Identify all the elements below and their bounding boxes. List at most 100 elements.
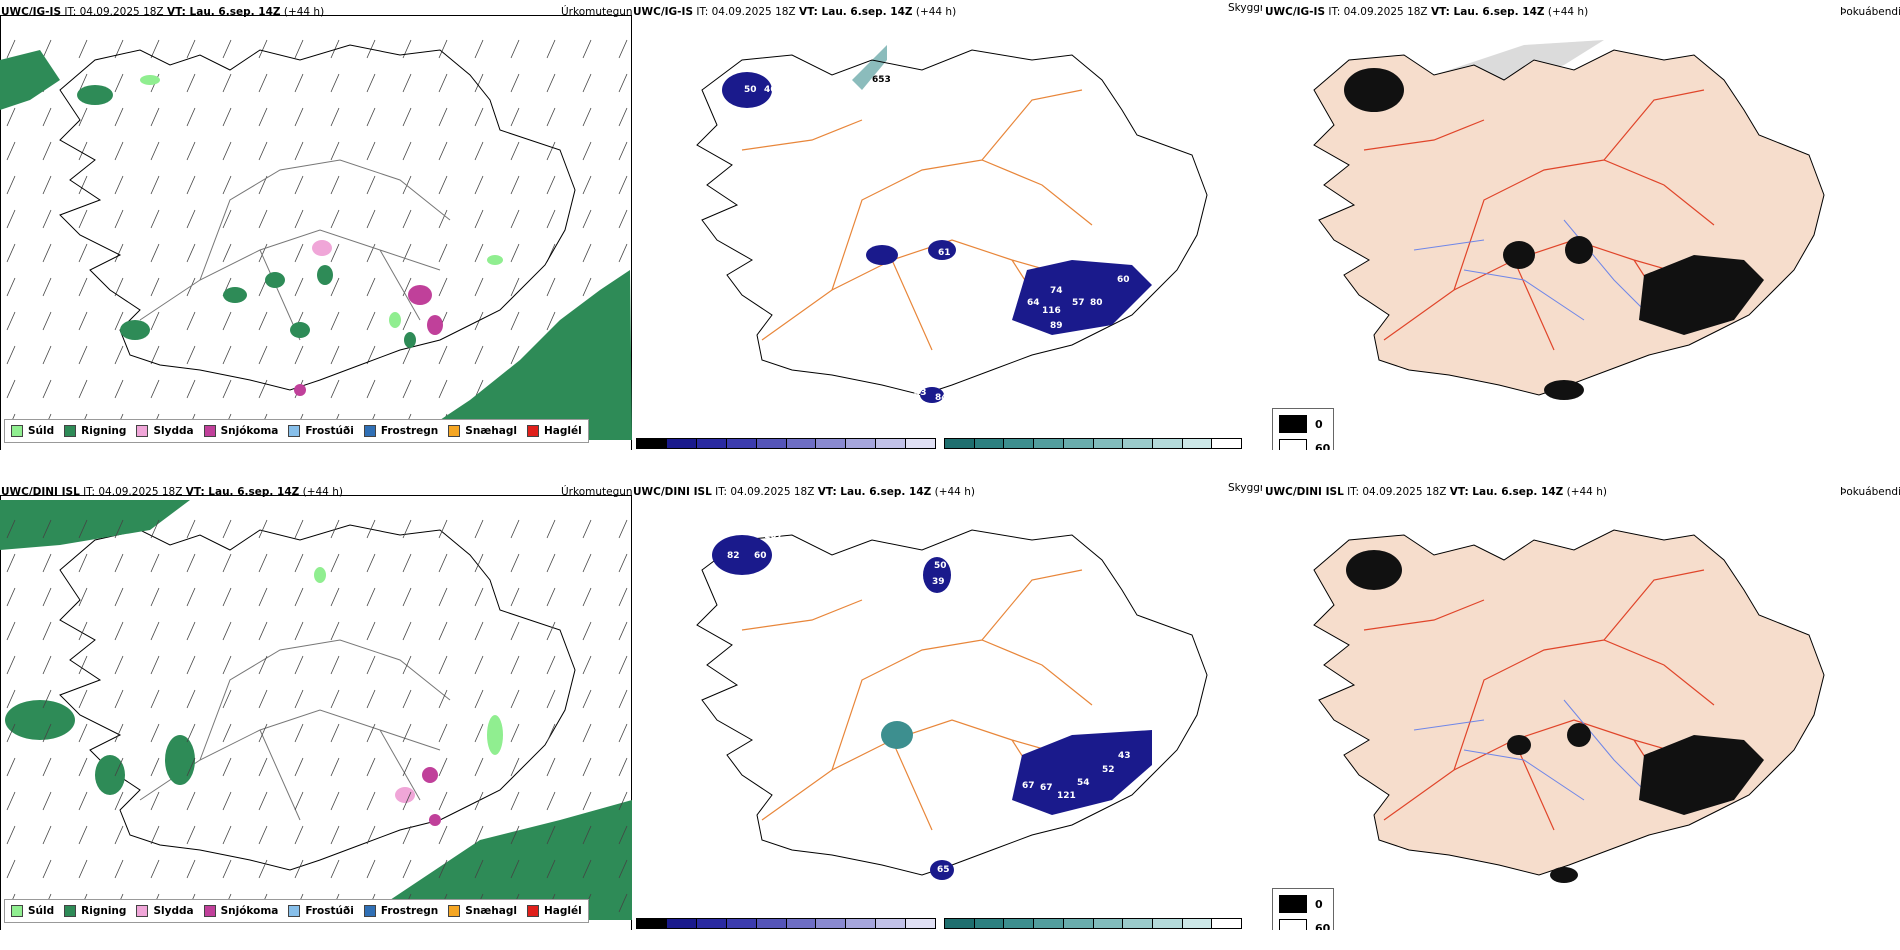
wind-barb <box>510 723 520 743</box>
wind-barb <box>6 379 16 399</box>
colorbar-step <box>846 439 877 448</box>
wind-barb <box>366 73 376 93</box>
wind-barb <box>186 345 196 365</box>
wind-barb <box>582 757 592 777</box>
fog-legend-item: 60 <box>1279 439 1333 450</box>
wind-barb <box>618 73 628 93</box>
legend-item: Súld <box>11 905 54 917</box>
wind-barb <box>258 141 268 161</box>
wind-barb <box>402 689 412 709</box>
wind-barb <box>186 175 196 195</box>
value-label: 50 <box>744 85 757 95</box>
vis-patch <box>881 721 913 749</box>
value-label: 50 <box>934 561 947 571</box>
wind-barb <box>618 757 628 777</box>
wind-barb <box>42 621 52 641</box>
wind-barb <box>78 723 88 743</box>
fog-legend-item: 0 <box>1279 415 1333 433</box>
colorbar-step <box>666 439 697 448</box>
wind-barb <box>330 277 340 297</box>
legend-swatch <box>203 905 216 917</box>
wind-barb <box>546 825 556 845</box>
colorbar-step <box>1182 439 1213 448</box>
wind-barb <box>6 519 16 539</box>
wind-barb <box>294 825 304 845</box>
legend-swatch <box>288 905 301 917</box>
wind-barb <box>366 553 376 573</box>
model-name: UWC/DINI ISL <box>633 486 712 498</box>
wind-barb <box>186 757 196 777</box>
wind-barb <box>438 689 448 709</box>
wind-barb <box>330 175 340 195</box>
wind-barb <box>294 175 304 195</box>
wind-barb <box>114 243 124 263</box>
wind-barb <box>474 39 484 59</box>
legend-swatch <box>448 905 461 917</box>
wind-barb <box>42 553 52 573</box>
wind-barb <box>258 519 268 539</box>
wind-barb <box>330 209 340 229</box>
wind-barb <box>114 825 124 845</box>
fog-map <box>1313 529 1825 883</box>
fog-legend-swatch <box>1279 415 1307 433</box>
wind-barb <box>474 825 484 845</box>
wind-barb <box>438 825 448 845</box>
legend-label: Frostúði <box>305 905 354 917</box>
wind-barb <box>474 107 484 127</box>
colorbar-step <box>756 439 787 448</box>
wind-barb <box>582 859 592 879</box>
wind-barb <box>258 39 268 59</box>
legend-label: Snjókoma <box>220 905 279 917</box>
wind-barb <box>294 757 304 777</box>
legend-label: Snjókoma <box>220 425 279 437</box>
wind-barb <box>294 655 304 675</box>
roads <box>139 639 451 821</box>
colorbar-step <box>786 919 817 928</box>
wind-barb <box>42 39 52 59</box>
value-label: 46 <box>764 85 777 95</box>
wind-barb <box>438 621 448 641</box>
wind-barb <box>114 141 124 161</box>
legend-label: Rigning <box>81 425 127 437</box>
it-value: 04.09.2025 18Z <box>730 486 815 498</box>
wind-barb <box>474 859 484 879</box>
wind-barb <box>582 175 592 195</box>
wind-barb <box>294 209 304 229</box>
wind-barb <box>42 277 52 297</box>
wind-barb <box>150 209 160 229</box>
fog-legend: 0 60 <box>1272 888 1334 930</box>
wind-barb <box>546 553 556 573</box>
wind-barb <box>474 209 484 229</box>
colorbar-step <box>1152 439 1183 448</box>
legend-label: Frostregn <box>380 905 439 917</box>
colorbar-step <box>974 439 1005 448</box>
wind-barb <box>366 757 376 777</box>
wind-barb <box>366 519 376 539</box>
wind-barb <box>510 107 520 127</box>
wind-barb <box>222 723 232 743</box>
wind-barb <box>222 73 232 93</box>
wind-barb <box>222 859 232 879</box>
wind-barb <box>114 723 124 743</box>
wind-barb <box>186 723 196 743</box>
visibility-map: 107 82 60 50 39 12 67 67 121 54 52 43 65 <box>696 529 1208 880</box>
fog-title: Þokuábendi <box>1840 6 1900 18</box>
value-label: 116 <box>1042 306 1061 316</box>
wind-barb <box>222 689 232 709</box>
wind-barb <box>42 655 52 675</box>
wind-barb <box>6 209 16 229</box>
wind-barb <box>222 243 232 263</box>
wind-barb <box>6 791 16 811</box>
wind-barb <box>78 277 88 297</box>
wind-barb <box>186 587 196 607</box>
wind-barb <box>78 379 88 399</box>
legend-swatch <box>64 905 77 917</box>
wind-barb <box>186 621 196 641</box>
wind-barb <box>6 723 16 743</box>
model-name: UWC/IG-IS <box>1 6 62 18</box>
wind-barb <box>42 587 52 607</box>
value-label: 107 <box>764 531 783 541</box>
wind-barb <box>330 723 340 743</box>
wind-barb <box>546 689 556 709</box>
wind-barb <box>510 39 520 59</box>
